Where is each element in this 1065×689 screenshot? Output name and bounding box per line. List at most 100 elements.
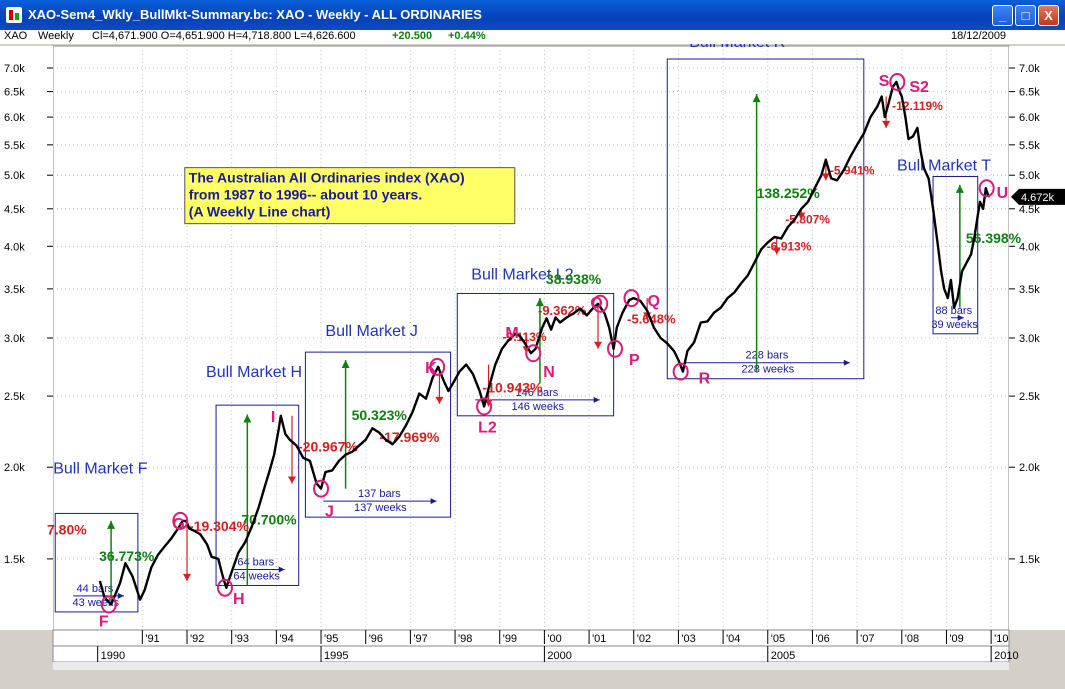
bull-market-title: Bull Market R [689, 44, 785, 51]
x-tick-label: '96 [369, 633, 383, 645]
decline-pct-label: -5.941% [830, 163, 875, 177]
last-value-tag [1011, 188, 1065, 205]
pivot-label: K [425, 360, 437, 377]
y-tick-label-left: 2.5k [4, 391, 25, 403]
app-icon [6, 7, 22, 23]
note-text: (A Weekly Line chart) [189, 204, 331, 220]
y-tick-label-left: 6.5k [4, 87, 25, 99]
bull-market-title: Bull Market L2 [471, 266, 573, 283]
scroll-strip [53, 662, 1009, 670]
duration-arrowhead [843, 359, 850, 366]
rise-arrowhead [243, 414, 252, 423]
ohlc-readout: Cl=4,671.900 O=4,651.900 H=4,718.800 L=4… [92, 30, 356, 42]
x-tick-label: '91 [145, 633, 159, 645]
date-readout: 18/12/2009 [951, 30, 1007, 42]
edge-pct-label: 7.80% [47, 521, 87, 537]
y-tick-label-left: 5.5k [4, 140, 25, 152]
note-text: The Australian All Ordinaries index (XAO… [189, 170, 465, 186]
chart-area[interactable]: 1.5k 1.5k 2.0k 2.0k 2.5k 2.5k 3.0k 3.0k 3.5k 3.5k… [0, 34, 1065, 684]
decline-pct-label: -12.119% [892, 99, 943, 113]
pivot-marker [525, 344, 542, 363]
price-chart[interactable]: 1.5k 1.5k 2.0k 2.0k 2.5k 2.5k 3.0k 3.0k 3.5k 3.5k… [0, 34, 1065, 684]
pivot-label: Q [648, 293, 660, 310]
pivot-marker [429, 357, 446, 376]
decline-pct-label: -10.943% [483, 379, 543, 395]
pivot-marker [606, 339, 623, 358]
bull-market-box [54, 512, 139, 613]
decline-pct-label: -6.913% [767, 239, 812, 253]
y-tick-label: 5.5k [1019, 140, 1040, 152]
price-line [98, 80, 991, 606]
rise-arrowhead [535, 298, 544, 307]
y-tick-label: 4.0k [1019, 241, 1040, 253]
pivot-label: R [699, 371, 711, 388]
weeks-label: 39 weeks [931, 319, 978, 331]
pivot-marker [592, 294, 609, 313]
minimize-button[interactable]: _ [992, 5, 1013, 26]
bars-label: 44 bars [77, 583, 114, 595]
pivot-label: L2 [478, 419, 497, 436]
pivot-label: F [99, 613, 109, 630]
x-tick-label: '01 [592, 633, 606, 645]
weeks-label: 228 weeks [742, 364, 795, 376]
weeks-label: 64 weeks [233, 570, 280, 582]
bars-label: 88 bars [935, 305, 972, 317]
x-tick-label: '94 [279, 633, 293, 645]
pivot-label: G [172, 516, 184, 533]
pivot-label: I [271, 409, 275, 426]
weeks-label: 146 weeks [511, 401, 564, 413]
y-tick-label: 7.0k [1019, 63, 1040, 75]
note-text: from 1987 to 1996-- about 10 years. [189, 187, 422, 203]
decade-label: 2000 [547, 650, 571, 662]
rise-pct-label: 38.938% [546, 271, 602, 287]
pivot-marker [623, 289, 640, 308]
y-tick-label-left: 4.5k [4, 204, 25, 216]
pivot-marker [672, 362, 689, 381]
rise-arrowhead [752, 94, 761, 103]
duration-arrowhead [593, 396, 600, 403]
x-tick-label: '07 [860, 633, 874, 645]
decade-label: 1995 [324, 650, 348, 662]
decline-arrowhead [821, 173, 830, 181]
bars-label: 228 bars [746, 350, 789, 362]
decline-arrowhead [435, 396, 444, 404]
close-button[interactable]: X [1038, 5, 1059, 26]
x-tick-label: '09 [949, 633, 963, 645]
y-tick-label-left: 3.0k [4, 333, 25, 345]
x-tick-label: '04 [726, 633, 740, 645]
change-pct-readout: +0.44% [448, 30, 486, 42]
pivot-label: U [997, 185, 1009, 202]
pivot-label: N [543, 364, 555, 381]
note-box [184, 167, 516, 225]
decline-arrowhead [772, 247, 781, 255]
decade-label: 2010 [994, 650, 1018, 662]
left-margin [0, 46, 53, 630]
decline-pct-label: -9.113% [503, 330, 547, 344]
x-tick-label: '02 [637, 633, 651, 645]
bars-label: 137 bars [358, 488, 401, 500]
x-tick-label: '98 [458, 633, 472, 645]
window-title: XAO-Sem4_Wkly_BullMkt-Summary.bc: XAO - … [28, 7, 482, 22]
x-tick-label: '99 [503, 633, 517, 645]
rise-pct-label: 138.252% [757, 185, 821, 201]
pivot-label: P [629, 352, 640, 369]
rise-arrowhead [341, 359, 350, 368]
x-tick-label: '08 [905, 633, 919, 645]
right-axis-panel [1009, 46, 1065, 630]
bull-market-title: Bull Market H [206, 364, 302, 381]
bull-market-title: Bull Market T [897, 157, 991, 174]
bars-label: 146 bars [515, 387, 558, 399]
decline-arrowhead [882, 120, 891, 128]
decade-label: 1990 [101, 650, 125, 662]
bull-market-box [666, 58, 865, 380]
decline-pct-label: -5.807% [785, 213, 830, 227]
decline-arrowhead [288, 476, 296, 484]
weeks-label: 137 weeks [354, 502, 407, 514]
y-tick-label: 6.0k [1019, 112, 1040, 124]
pivot-label: S2 [909, 79, 929, 96]
pivot-marker [172, 511, 189, 530]
x-tick-label: '06 [815, 633, 829, 645]
maximize-button[interactable]: □ [1015, 5, 1036, 26]
y-tick-label-left: 2.0k [4, 462, 25, 474]
pivot-label: H [233, 591, 245, 608]
